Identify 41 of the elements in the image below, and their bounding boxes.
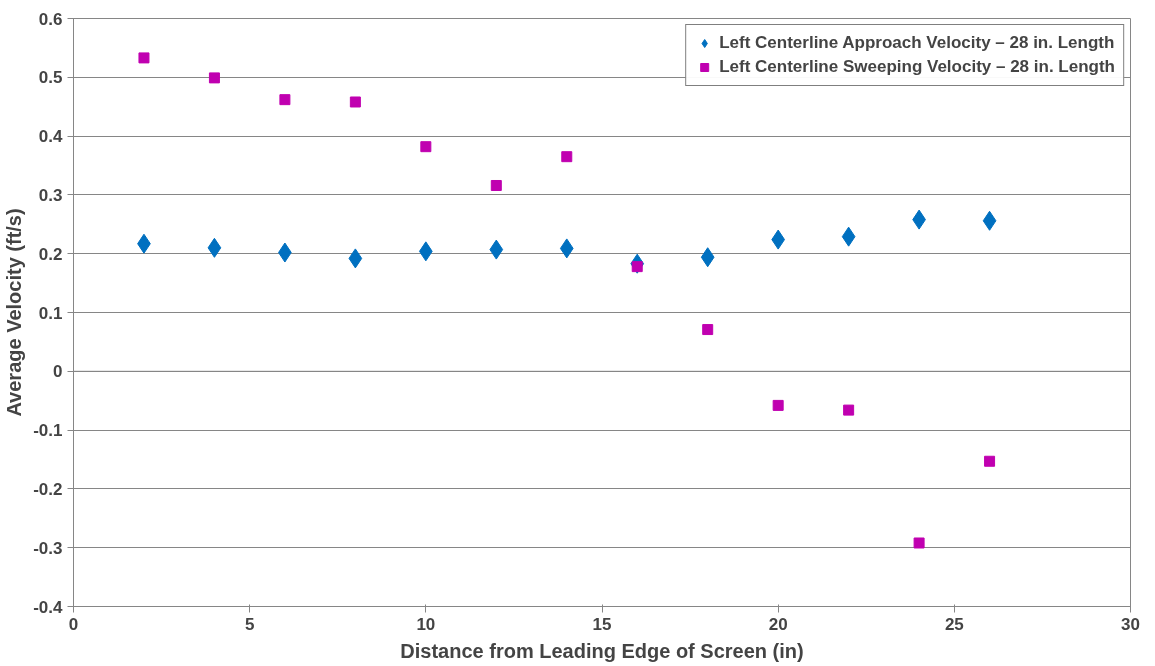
x-tick-label: 15 — [592, 614, 612, 634]
point — [207, 237, 222, 258]
y-tick-label: 0.5 — [38, 68, 63, 88]
point — [984, 455, 996, 467]
legend-label: Left Centerline Approach Velocity – 28 in. Length — [719, 33, 1115, 53]
y-tick-label: 0 — [53, 362, 63, 382]
y-axis-title: Average Velocity (ft/s) — [3, 208, 26, 417]
point — [561, 151, 573, 163]
point — [279, 94, 291, 106]
y-tick-label: -0.4 — [33, 597, 64, 617]
point — [489, 239, 504, 260]
point — [702, 324, 714, 336]
x-axis-title: Distance from Leading Edge of Screen (in) — [400, 639, 804, 662]
point — [843, 404, 855, 416]
legend-label: Left Centerline Sweeping Velocity – 28 in. Length — [719, 57, 1115, 77]
point — [841, 226, 856, 247]
point — [208, 72, 220, 84]
x-tick-label: 10 — [416, 614, 436, 634]
x-tick-label: 25 — [944, 614, 964, 634]
point — [982, 210, 997, 231]
x-tick-label: 0 — [68, 614, 79, 634]
point — [348, 248, 363, 269]
y-tick-label: -0.2 — [33, 479, 63, 499]
y-tick-label: -0.3 — [33, 538, 63, 558]
y-tick-label: 0.2 — [38, 244, 63, 264]
point — [420, 141, 432, 153]
x-tick-label: 30 — [1121, 614, 1140, 634]
y-tick-label: 0.1 — [38, 303, 63, 323]
y-tick-label: -0.1 — [33, 421, 63, 441]
point — [772, 399, 784, 411]
point — [700, 247, 715, 268]
x-tick-label: 5 — [244, 614, 255, 634]
point — [138, 52, 150, 64]
y-tick-label: 0.6 — [38, 9, 63, 29]
point — [490, 179, 502, 191]
point — [913, 537, 925, 549]
point — [349, 96, 361, 108]
y-tick-label: 0.4 — [38, 127, 64, 147]
y-tick-label: 0.3 — [38, 185, 63, 205]
point — [559, 238, 574, 259]
x-tick-label: 20 — [768, 614, 788, 634]
